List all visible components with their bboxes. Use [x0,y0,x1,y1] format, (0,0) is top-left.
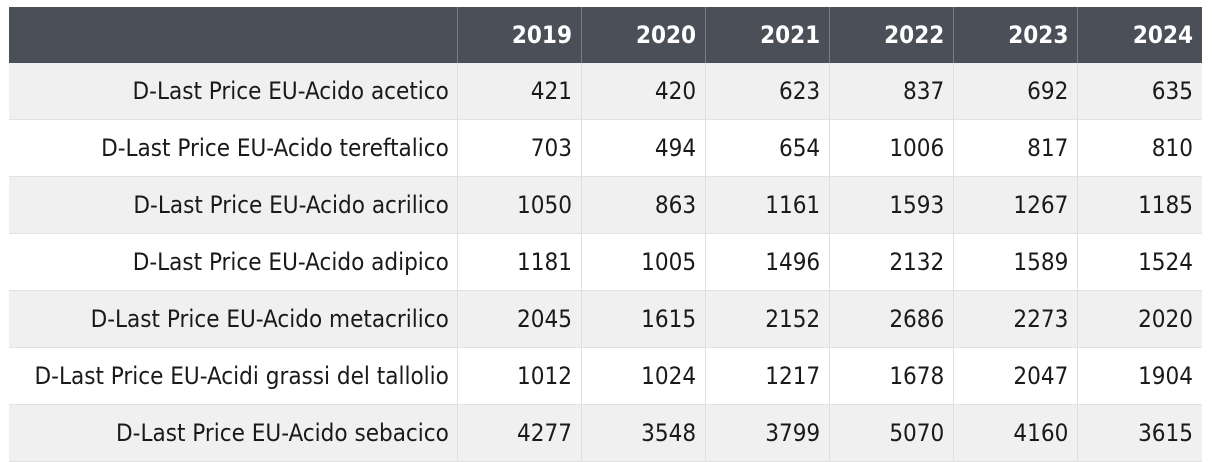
table-cell: 837 [829,63,955,120]
table-cell: 2047 [953,347,1079,405]
row-label: D-Last Price EU-Acido sebacico [9,404,458,462]
table-cell: 1161 [705,176,831,234]
header-cell-year: 2019 [457,7,582,63]
table-cell: 2686 [829,290,955,348]
header-cell-year: 2024 [1077,7,1202,63]
table-cell: 1181 [457,233,582,291]
table-cell: 1496 [705,233,831,291]
table-cell: 1524 [1077,233,1202,291]
table-cell: 1024 [581,347,707,405]
table-cell: 654 [705,119,831,177]
table-cell: 1005 [581,233,707,291]
table-row: D-Last Price EU-Acido tereftalico 703 49… [9,119,1202,177]
header-cell-year: 2022 [829,7,955,63]
row-label: D-Last Price EU-Acidi grassi del talloli… [9,347,458,405]
table-cell: 3799 [705,404,831,462]
table-cell: 1678 [829,347,955,405]
table-cell: 1267 [953,176,1079,234]
table-cell: 1012 [457,347,582,405]
table-cell: 2152 [705,290,831,348]
table-cell: 5070 [829,404,955,462]
price-table-container: 2019 2020 2021 2022 2023 2024 D-Last Pri… [9,7,1202,462]
table-body: D-Last Price EU-Acido acetico 421 420 62… [9,63,1202,462]
row-label: D-Last Price EU-Acido metacrilico [9,290,458,348]
table-cell: 2020 [1077,290,1202,348]
table-row: D-Last Price EU-Acido acetico 421 420 62… [9,63,1202,120]
price-table: 2019 2020 2021 2022 2023 2024 D-Last Pri… [9,7,1202,462]
table-row: D-Last Price EU-Acido acrilico 1050 863 … [9,176,1202,234]
header-cell-label [9,7,458,63]
table-cell: 1615 [581,290,707,348]
table-row: D-Last Price EU-Acido adipico 1181 1005 … [9,233,1202,291]
table-row: D-Last Price EU-Acido sebacico 4277 3548… [9,404,1202,462]
table-cell: 635 [1077,63,1202,120]
table-header: 2019 2020 2021 2022 2023 2024 [9,7,1202,63]
table-cell: 703 [457,119,582,177]
table-cell: 810 [1077,119,1202,177]
table-cell: 863 [581,176,707,234]
table-cell: 2273 [953,290,1079,348]
table-cell: 1006 [829,119,955,177]
table-cell: 4160 [953,404,1079,462]
table-cell: 494 [581,119,707,177]
table-cell: 2045 [457,290,582,348]
table-cell: 623 [705,63,831,120]
table-cell: 3615 [1077,404,1202,462]
table-cell: 420 [581,63,707,120]
table-row: D-Last Price EU-Acidi grassi del talloli… [9,347,1202,405]
table-cell: 1050 [457,176,582,234]
table-row: D-Last Price EU-Acido metacrilico 2045 1… [9,290,1202,348]
header-cell-year: 2023 [953,7,1079,63]
table-cell: 1593 [829,176,955,234]
table-cell: 4277 [457,404,582,462]
row-label: D-Last Price EU-Acido tereftalico [9,119,458,177]
table-cell: 1589 [953,233,1079,291]
table-cell: 1185 [1077,176,1202,234]
table-cell: 2132 [829,233,955,291]
header-cell-year: 2020 [581,7,707,63]
header-row: 2019 2020 2021 2022 2023 2024 [9,7,1202,63]
table-cell: 1217 [705,347,831,405]
table-cell: 1904 [1077,347,1202,405]
row-label: D-Last Price EU-Acido acrilico [9,176,458,234]
table-cell: 421 [457,63,582,120]
row-label: D-Last Price EU-Acido adipico [9,233,458,291]
row-label: D-Last Price EU-Acido acetico [9,63,458,120]
table-cell: 3548 [581,404,707,462]
table-cell: 817 [953,119,1079,177]
header-cell-year: 2021 [705,7,831,63]
table-cell: 692 [953,63,1079,120]
